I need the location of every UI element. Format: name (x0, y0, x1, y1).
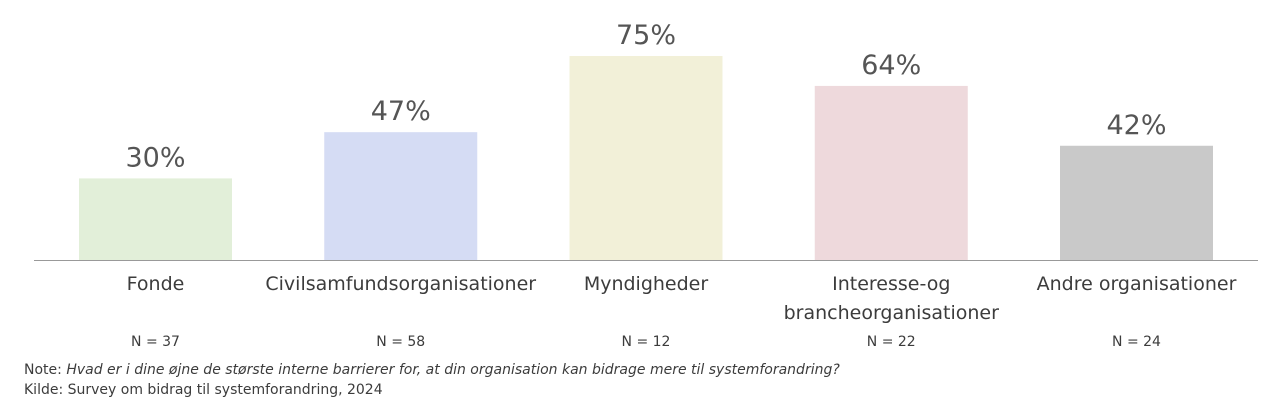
sample-size-label: N = 12 (622, 334, 671, 350)
category-label: Interesse-og (832, 273, 950, 295)
category-label: Fonde (127, 273, 185, 295)
value-label: 47% (371, 96, 431, 127)
category-label: Myndigheder (584, 273, 709, 295)
category-label: Andre organisationer (1037, 273, 1237, 295)
bar-4 (814, 85, 968, 260)
sample-size-label: N = 58 (376, 334, 425, 350)
note-line: Note: Hvad er i dine øjne de største int… (24, 360, 840, 380)
category-label: Civilsamfundsorganisationer (265, 273, 536, 295)
bar-5 (1060, 145, 1213, 260)
value-labels-group: 30% 47% 75% 64% 42% (125, 20, 1166, 173)
value-label: 30% (125, 142, 185, 173)
bar-1 (79, 178, 232, 260)
value-label: 64% (861, 50, 921, 81)
footnotes: Note: Hvad er i dine øjne de største int… (24, 360, 840, 400)
sample-size-label: N = 37 (131, 334, 180, 350)
bar-2 (324, 132, 478, 260)
bars-group (79, 56, 1213, 260)
source-line: Kilde: Survey om bidrag til systemforand… (24, 382, 383, 398)
note-question: Hvad er i dine øjne de største interne b… (66, 362, 840, 378)
sample-size-label: N = 24 (1112, 334, 1161, 350)
category-label: brancheorganisationer (784, 302, 999, 324)
note-prefix: Note: (24, 362, 67, 378)
value-label: 42% (1106, 110, 1166, 141)
value-label: 75% (616, 20, 676, 51)
bar-3 (569, 56, 723, 260)
category-labels-group: Fonde Civilsamfundsorganisationer Myndighe… (127, 273, 1237, 324)
n-labels-group: N = 37 N = 58 N = 12 N = 22 N = 24 (131, 334, 1161, 350)
sample-size-label: N = 22 (867, 334, 916, 350)
